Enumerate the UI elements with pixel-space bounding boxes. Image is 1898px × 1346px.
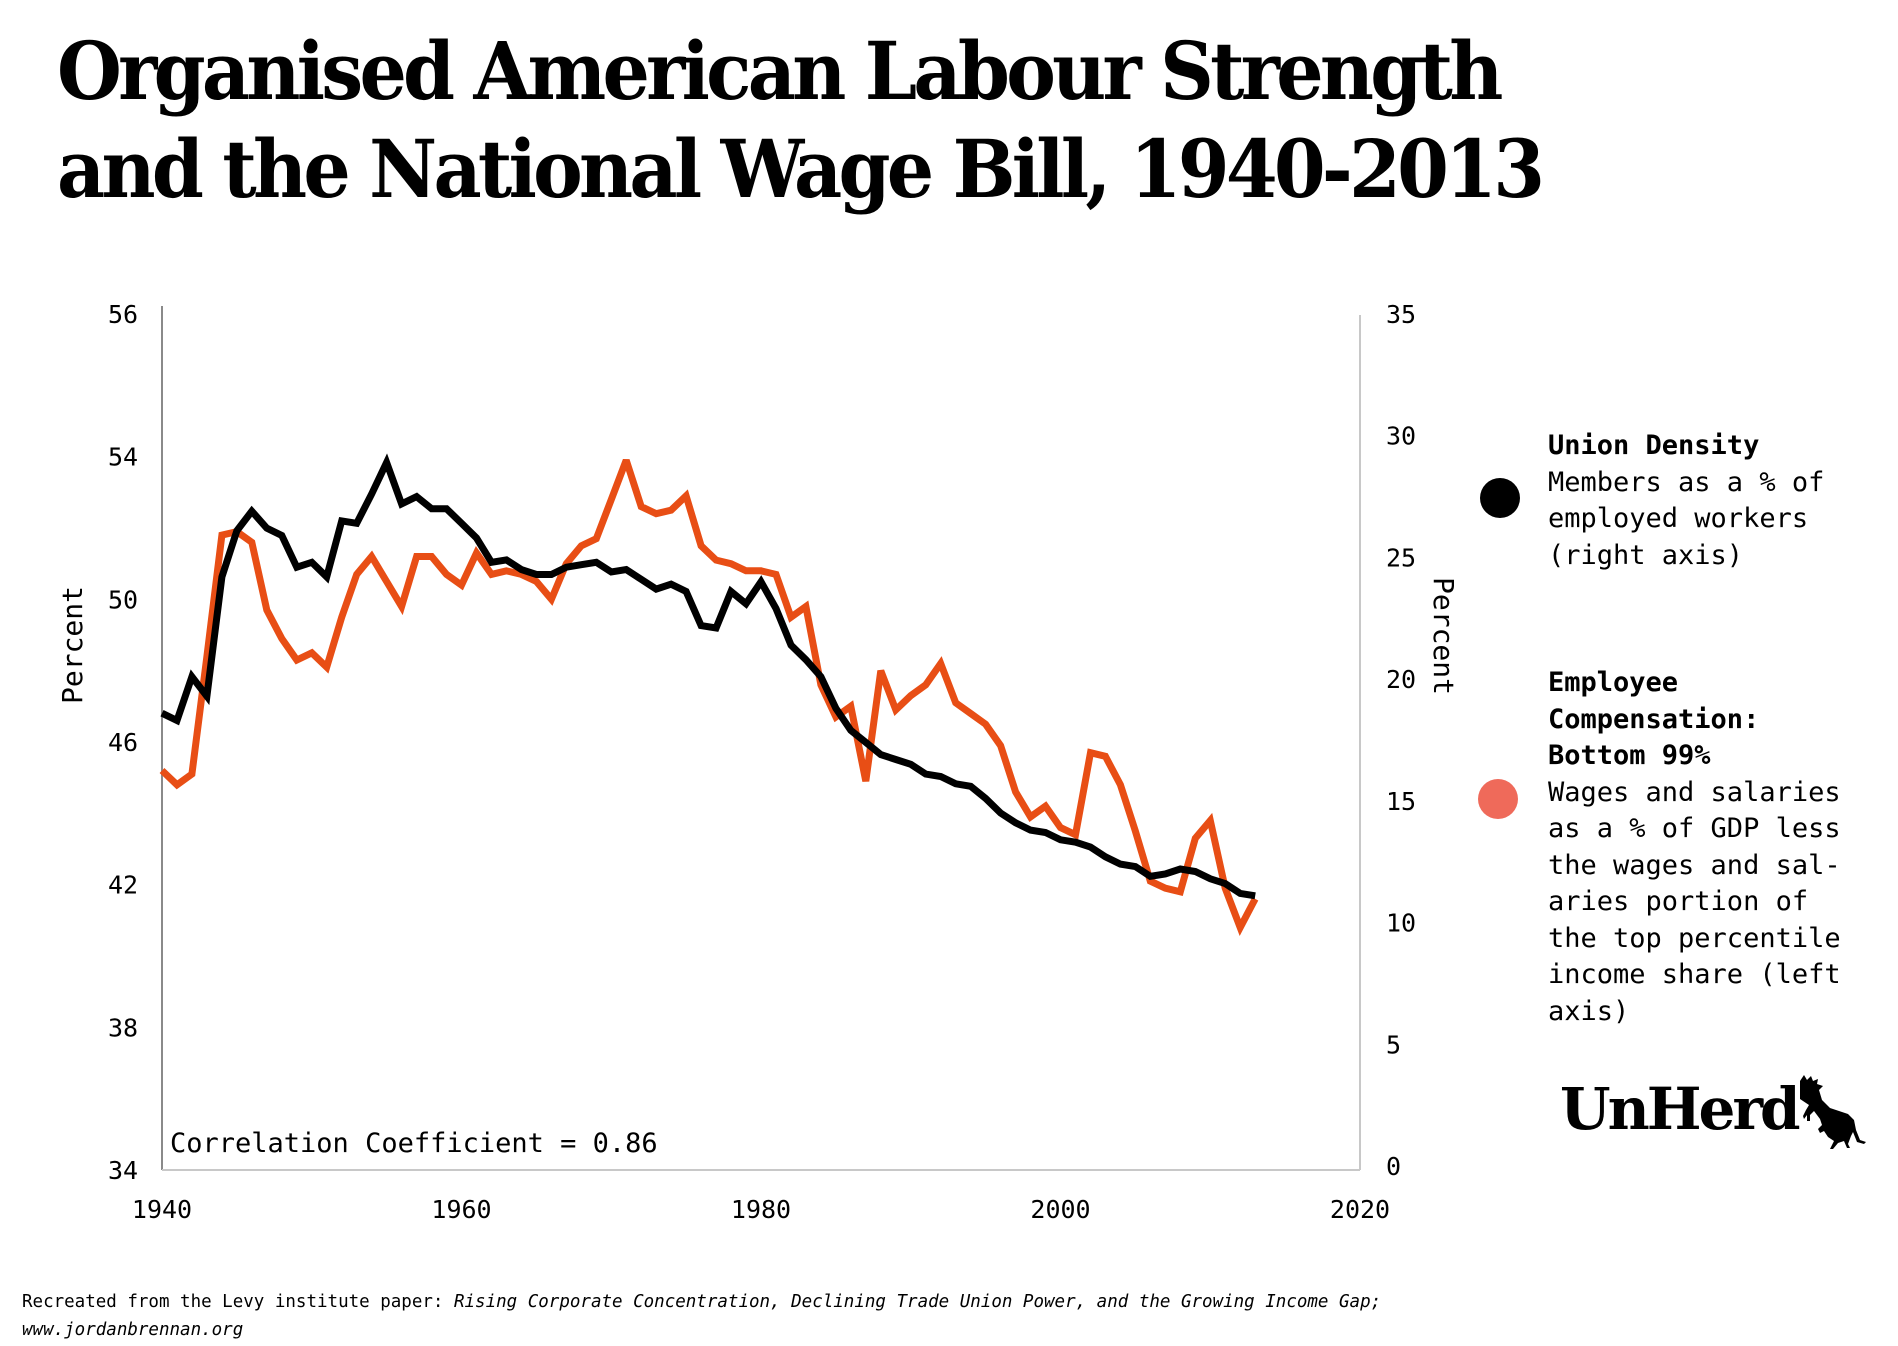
legend-title: Bottom 99% — [1548, 740, 1711, 771]
x-axis-ticks: 1940 1960 1980 2000 2020 — [132, 1195, 1390, 1224]
left-tick-label: 50 — [108, 585, 138, 614]
right-tick-label: 5 — [1386, 1030, 1401, 1059]
left-axis-title: Percent — [56, 586, 89, 704]
right-axis-title: Percent — [1427, 577, 1460, 695]
legend-title: Employee — [1548, 667, 1679, 698]
title-line-2: and the National Wage Bill, 1940-2013 — [57, 122, 1545, 216]
left-tick-label: 38 — [108, 1013, 138, 1042]
left-tick-label: 46 — [108, 728, 138, 757]
footer-paper-title: Rising Corporate Concentration, Declinin… — [453, 1292, 1382, 1312]
union-density-line — [160, 453, 1256, 900]
left-tick-label: 34 — [108, 1156, 138, 1185]
right-axis-ticks: 35 30 25 20 15 10 5 0 — [1386, 300, 1416, 1181]
legend-desc-line: axis) — [1548, 995, 1630, 1027]
legend-desc-line: employed workers — [1548, 503, 1809, 534]
x-tick-label: 1980 — [731, 1195, 791, 1224]
legend-dot-employee-compensation — [1478, 779, 1518, 819]
correlation-annotation: Correlation Coefficient = 0.86 — [170, 1128, 658, 1159]
legend-dot-union-density — [1480, 478, 1520, 518]
unherd-logo: UnHerd — [1560, 1075, 1801, 1143]
footer-prefix: Recreated from the Levy institute paper: — [22, 1292, 454, 1312]
legend-desc-line: Members as a % of — [1548, 466, 1825, 498]
legend-desc-line: (right axis) — [1548, 539, 1744, 571]
x-tick-label: 2000 — [1030, 1195, 1090, 1224]
x-tick-label: 1960 — [431, 1195, 491, 1224]
right-tick-label: 0 — [1386, 1152, 1401, 1181]
chart-title: Organised American Labour Strength and t… — [57, 22, 1545, 218]
right-tick-label: 15 — [1386, 787, 1416, 816]
legend-item-union-density: Union Density Members as a % of employed… — [1548, 428, 1824, 574]
legend-desc-line: the top percentile — [1548, 922, 1841, 954]
legend-desc-line: the wages and sal- — [1548, 849, 1841, 881]
right-tick-label: 30 — [1386, 422, 1416, 451]
legend-desc-line: aries portion of — [1548, 886, 1809, 917]
legend-item-employee-compensation: Employee Compensation: Bottom 99% Wages … — [1548, 665, 1841, 1030]
right-tick-label: 10 — [1386, 909, 1416, 938]
legend-desc-line: Wages and salaries — [1548, 776, 1841, 808]
title-line-1: Organised American Labour Strength — [57, 24, 1503, 118]
right-tick-label: 20 — [1386, 665, 1416, 694]
legend-title: Compensation: — [1548, 703, 1760, 735]
employee-compensation-line — [159, 458, 1259, 936]
left-tick-label: 54 — [108, 443, 138, 472]
right-tick-label: 35 — [1386, 300, 1416, 329]
footer-url[interactable]: www.jordanbrennan.org — [22, 1320, 244, 1340]
legend-title: Union Density — [1548, 430, 1760, 461]
left-tick-label: 42 — [108, 871, 138, 900]
cow-icon — [1800, 1075, 1866, 1149]
left-tick-label: 56 — [108, 300, 138, 329]
source-footer: Recreated from the Levy institute paper:… — [22, 1288, 1381, 1344]
series-layer — [159, 453, 1259, 936]
x-tick-label: 2020 — [1330, 1195, 1390, 1224]
left-axis-ticks: 56 54 50 46 42 38 34 — [108, 300, 138, 1185]
x-tick-label: 1940 — [132, 1195, 192, 1224]
legend-desc-line: as a % of GDP less — [1548, 813, 1841, 844]
legend-desc-line: income share (left — [1548, 959, 1841, 990]
right-tick-label: 25 — [1386, 543, 1416, 572]
